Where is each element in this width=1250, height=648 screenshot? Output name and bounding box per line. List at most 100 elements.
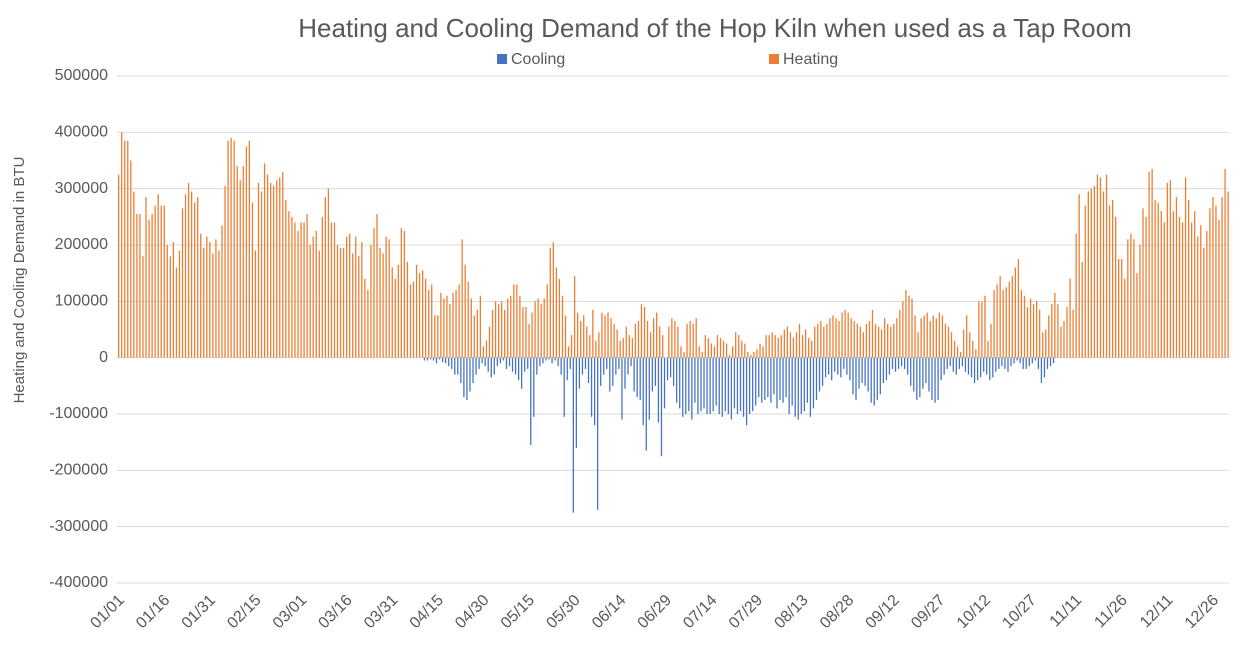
- bar: [949, 357, 951, 367]
- bar: [364, 278, 366, 358]
- bar: [874, 323, 877, 358]
- x-tick-label: 12/11: [1137, 592, 1177, 632]
- bar: [593, 357, 596, 426]
- bar: [306, 214, 308, 358]
- bar: [1023, 295, 1026, 358]
- bar: [270, 183, 272, 358]
- bar: [449, 304, 451, 358]
- bar: [502, 357, 505, 361]
- bar: [905, 290, 907, 358]
- bar: [172, 242, 175, 358]
- bar: [926, 312, 928, 358]
- bar: [197, 197, 199, 358]
- bar: [712, 357, 714, 412]
- bar: [619, 340, 621, 358]
- legend-swatch: [497, 54, 507, 64]
- bar: [1013, 357, 1015, 364]
- bar: [490, 357, 492, 378]
- bar: [1124, 278, 1126, 358]
- bar: [820, 321, 822, 358]
- bar: [911, 298, 913, 358]
- bar: [1017, 259, 1020, 358]
- bar: [121, 132, 123, 358]
- bar: [505, 357, 508, 369]
- bar: [1001, 357, 1003, 367]
- bar: [741, 340, 743, 358]
- bar: [1078, 194, 1080, 358]
- bar: [1019, 357, 1021, 364]
- bar: [569, 357, 571, 369]
- bar: [753, 352, 755, 358]
- bar: [263, 163, 266, 358]
- bar: [1136, 273, 1138, 358]
- bar: [484, 357, 486, 367]
- bar: [552, 242, 554, 358]
- bar: [457, 357, 459, 375]
- bar: [382, 253, 384, 358]
- bar: [639, 357, 641, 400]
- bar: [852, 357, 854, 395]
- bar: [1052, 357, 1055, 364]
- bar: [546, 284, 548, 358]
- bar: [209, 242, 211, 358]
- bar: [777, 337, 779, 358]
- bar: [1212, 197, 1214, 358]
- bar: [581, 357, 584, 375]
- bar: [266, 174, 269, 358]
- bar: [352, 253, 354, 358]
- bar: [527, 357, 529, 369]
- bar: [902, 301, 904, 358]
- bar: [750, 354, 752, 358]
- x-tick-label: 03/01: [270, 592, 310, 632]
- bar: [1200, 225, 1202, 358]
- bar: [578, 357, 581, 389]
- bar: [691, 357, 693, 420]
- bar: [536, 357, 538, 375]
- x-tick-label: 03/16: [315, 592, 355, 632]
- bar: [806, 357, 809, 403]
- bar: [1014, 267, 1016, 358]
- bar: [834, 357, 836, 372]
- bar: [846, 357, 848, 375]
- bar: [707, 337, 709, 358]
- bar: [1069, 278, 1071, 358]
- bar: [785, 357, 787, 398]
- bar: [321, 216, 323, 358]
- y-tick-label: 300000: [55, 180, 108, 197]
- x-tick-label: 09/27: [908, 592, 948, 632]
- bar: [493, 357, 495, 375]
- bar: [688, 357, 690, 412]
- bar: [1118, 259, 1120, 358]
- bar: [803, 357, 805, 412]
- bar: [1048, 315, 1050, 358]
- bar: [1215, 205, 1217, 358]
- bar: [938, 312, 940, 358]
- bar: [1175, 197, 1178, 358]
- bar: [333, 222, 336, 358]
- bar: [418, 273, 421, 358]
- bar: [694, 357, 696, 403]
- bar: [742, 357, 745, 417]
- bar: [397, 264, 399, 358]
- bar: [1031, 357, 1033, 364]
- bar: [1154, 199, 1156, 358]
- bar: [1049, 357, 1052, 367]
- bar: [586, 326, 588, 358]
- bar: [762, 346, 764, 358]
- bar: [1206, 230, 1208, 358]
- x-tick-label: 10/27: [999, 592, 1039, 632]
- bar: [1066, 306, 1068, 358]
- bar: [467, 281, 469, 358]
- bar: [438, 357, 441, 360]
- bar: [900, 357, 903, 367]
- bar: [406, 261, 409, 358]
- bar: [797, 357, 799, 420]
- bar: [940, 357, 942, 381]
- bar: [224, 185, 226, 358]
- bar: [194, 202, 196, 358]
- bar: [525, 306, 527, 358]
- bar: [692, 323, 694, 358]
- bar: [610, 318, 612, 358]
- bar: [659, 326, 661, 358]
- bar: [956, 346, 959, 358]
